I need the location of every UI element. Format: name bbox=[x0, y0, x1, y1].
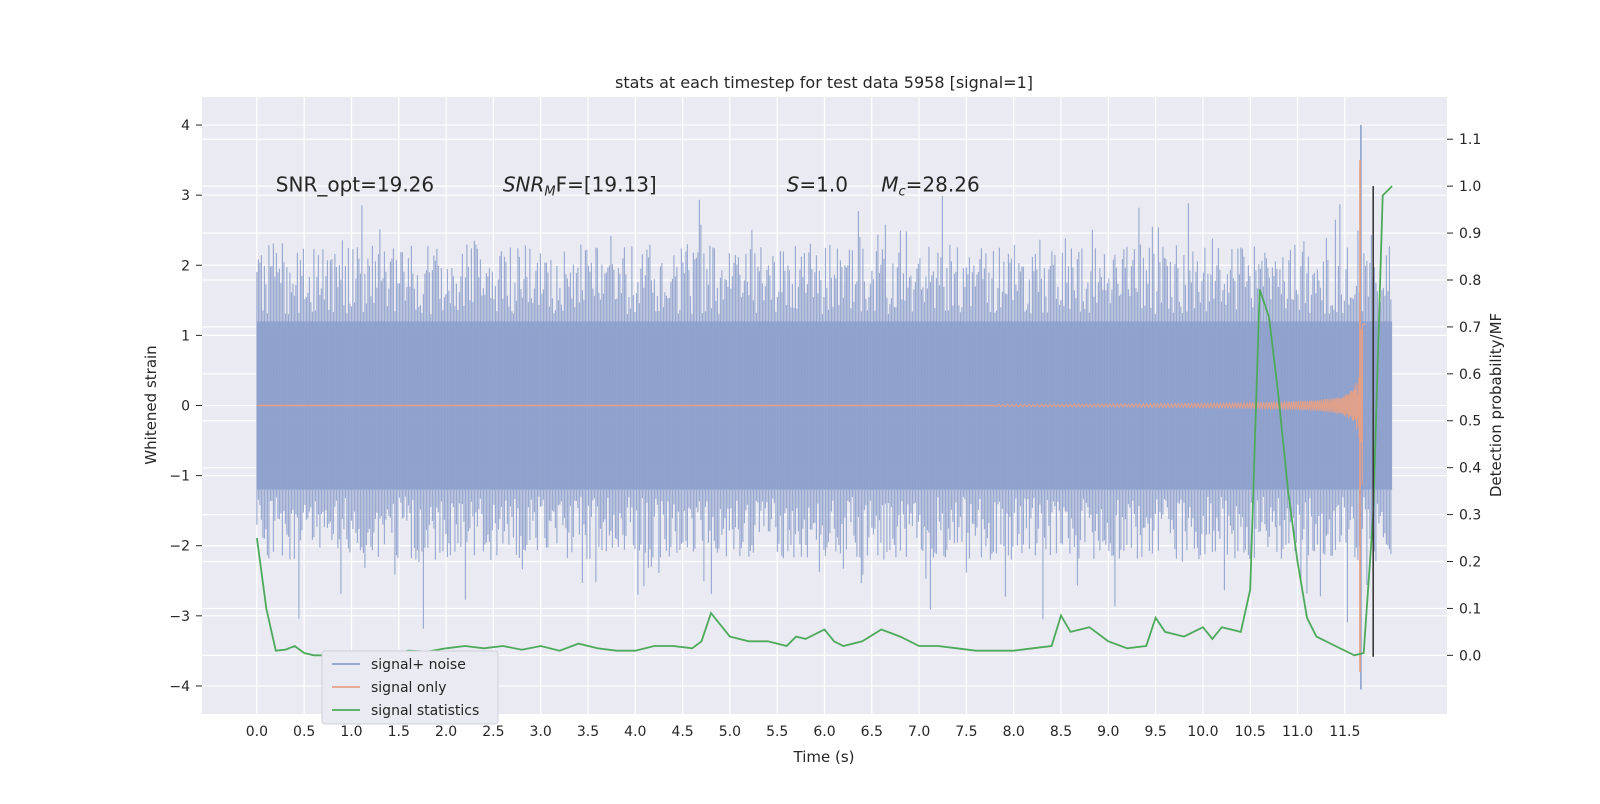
x-tick-label: 9.5 bbox=[1144, 724, 1166, 740]
annotation-symbol: SNR bbox=[503, 173, 545, 197]
series-signal-only bbox=[256, 160, 1366, 672]
chart-title: stats at each timestep for test data 595… bbox=[615, 73, 1033, 92]
y2-tick-label: 0.9 bbox=[1459, 226, 1481, 242]
x-tick-label: 2.5 bbox=[482, 724, 504, 740]
x-tick-label: 4.0 bbox=[624, 724, 646, 740]
annotation-symbol: S bbox=[787, 173, 800, 197]
legend: signal+ noise signal only signal statist… bbox=[321, 650, 499, 725]
x-tick-label: 11.0 bbox=[1282, 724, 1313, 740]
x-tick-label: 0.5 bbox=[293, 724, 315, 740]
y-tick-label: 1 bbox=[181, 328, 190, 344]
legend-label-signal-only: signal only bbox=[371, 680, 446, 696]
x-tick-label: 0.0 bbox=[246, 724, 268, 740]
y2-tick-label: 0.3 bbox=[1459, 508, 1481, 524]
y2-tick-label: 0.7 bbox=[1459, 320, 1481, 336]
y-tick-label: 3 bbox=[181, 188, 190, 204]
x-tick-label: 2.0 bbox=[435, 724, 457, 740]
x-tick-label: 6.0 bbox=[813, 724, 835, 740]
x-tick-label: 8.5 bbox=[1050, 724, 1072, 740]
x-tick-label: 3.0 bbox=[530, 724, 552, 740]
x-tick-label: 7.0 bbox=[908, 724, 930, 740]
x-tick-label: 5.0 bbox=[719, 724, 741, 740]
series-signal-statistics bbox=[256, 185, 1393, 657]
statistics-line bbox=[256, 185, 1393, 657]
y-tick-label: −4 bbox=[169, 679, 190, 695]
annotation-symbol: M bbox=[881, 173, 898, 197]
y-axis-right: 1.1 1.0 0.9 0.8 0.7 0.6 0.5 0.4 0.3 0.2 0.1 0.0 bbox=[1447, 132, 1481, 664]
y-tick-label: 0 bbox=[181, 399, 190, 415]
x-tick-label: 8.0 bbox=[1003, 724, 1025, 740]
y-tick-label: −3 bbox=[169, 609, 190, 625]
legend-label-signal-noise: signal+ noise bbox=[371, 657, 466, 673]
annotation-value: F=[19.13] bbox=[556, 173, 657, 197]
y2-tick-label: 0.6 bbox=[1459, 367, 1481, 383]
annotations: SNR_opt=19.26 SNRMF=[19.13] S=1.0 Mc=28.26 bbox=[276, 173, 980, 200]
y2-tick-label: 0.4 bbox=[1459, 461, 1481, 477]
y2-axis-label: Detection probability/MF bbox=[1487, 313, 1505, 497]
y-axis-left: 4 3 2 1 0 −1 −2 −3 −4 bbox=[169, 118, 202, 695]
y2-tick-label: 0.2 bbox=[1459, 555, 1481, 571]
x-tick-label: 1.0 bbox=[340, 724, 362, 740]
x-axis: 0.0 0.5 1.0 1.5 2.0 2.5 3.0 3.5 4.0 4.5 5.0 5.5 6.0 6… bbox=[246, 724, 1361, 740]
x-tick-label: 6.5 bbox=[861, 724, 883, 740]
y-tick-label: −2 bbox=[169, 539, 190, 555]
x-tick-label: 11.5 bbox=[1329, 724, 1360, 740]
y2-tick-label: 1.0 bbox=[1459, 179, 1481, 195]
y2-tick-label: 0.5 bbox=[1459, 414, 1481, 430]
x-tick-label: 7.5 bbox=[955, 724, 977, 740]
y-tick-label: −1 bbox=[169, 469, 190, 485]
x-tick-label: 9.0 bbox=[1097, 724, 1119, 740]
annotation-snr-opt: SNR_opt=19.26 bbox=[276, 173, 434, 197]
annotation-snr-mf: SNRMF=[19.13] bbox=[503, 173, 657, 200]
x-axis-label: Time (s) bbox=[793, 748, 855, 766]
x-tick-label: 1.5 bbox=[388, 724, 410, 740]
legend-box bbox=[321, 650, 499, 725]
y2-tick-label: 0.0 bbox=[1459, 648, 1481, 664]
annotation-value: =28.26 bbox=[906, 173, 980, 197]
x-tick-label: 10.0 bbox=[1187, 724, 1218, 740]
y-tick-label: 4 bbox=[181, 118, 190, 134]
x-tick-label: 3.5 bbox=[577, 724, 599, 740]
signal-chirp bbox=[994, 323, 1366, 486]
y-axis-label: Whitened strain bbox=[142, 345, 160, 464]
y2-tick-label: 0.8 bbox=[1459, 273, 1481, 289]
legend-label-signal-statistics: signal statistics bbox=[371, 703, 479, 719]
y2-tick-label: 0.1 bbox=[1459, 601, 1481, 617]
annotation-value: =1.0 bbox=[799, 173, 848, 197]
y-tick-label: 2 bbox=[181, 258, 190, 274]
x-tick-label: 4.5 bbox=[671, 724, 693, 740]
x-tick-label: 10.5 bbox=[1235, 724, 1266, 740]
annotation-subscript: c bbox=[899, 185, 906, 200]
annotation-mc-value: Mc=28.26 bbox=[881, 173, 979, 200]
annotation-s-value: S=1.0 bbox=[787, 173, 848, 197]
x-tick-label: 5.5 bbox=[766, 724, 788, 740]
annotation-subscript: M bbox=[544, 185, 555, 200]
y2-tick-label: 1.1 bbox=[1459, 132, 1481, 148]
noise-trace bbox=[256, 195, 1392, 629]
